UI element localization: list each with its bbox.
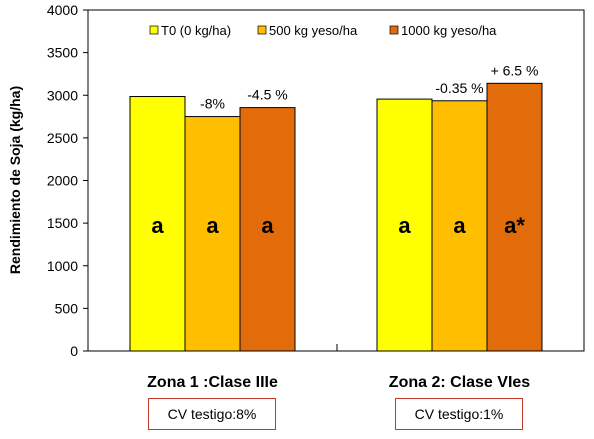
legend-swatch [257, 25, 267, 35]
y-axis-label: Rendimiento de Soja (kg/ha) [7, 86, 23, 274]
significance-letter: a [151, 213, 164, 238]
bar [239, 107, 296, 352]
x-category-label: Zona 1 :Clase IIIe [147, 374, 278, 391]
change-label: -4.5 % [247, 87, 287, 103]
change-label: + 6.5 % [491, 62, 539, 78]
significance-letter: a* [504, 213, 525, 238]
bar [486, 82, 543, 352]
legend-label: T0 (0 kg/ha) [161, 23, 231, 38]
bars [129, 82, 543, 352]
legend-label: 500 kg yeso/ha [269, 23, 358, 38]
bar [184, 116, 241, 352]
y-tick-label: 1000 [47, 258, 78, 274]
cv-zone1-box: CV testigo:8% [148, 398, 276, 430]
significance-letter: a [453, 213, 466, 238]
bar [129, 96, 186, 352]
significance-letter: a [398, 213, 411, 238]
y-tick-label: 1500 [47, 215, 78, 231]
significance-letters: a a a a a a* [151, 213, 525, 238]
y-tick-label: 3000 [47, 87, 78, 103]
y-tick-label: 0 [70, 343, 78, 359]
y-tick-label: 3500 [47, 45, 78, 61]
change-label: -0.35 % [435, 80, 483, 96]
x-category-label: Zona 2: Clase VIes [389, 374, 530, 391]
change-label: -8% [200, 96, 225, 112]
cv-zone2-box: CV testigo:1% [395, 398, 523, 430]
legend-swatch [389, 25, 399, 35]
significance-letter: a [261, 213, 274, 238]
bar [376, 98, 433, 352]
y-tick-label: 4000 [47, 2, 78, 18]
y-tick-label: 2000 [47, 173, 78, 189]
bar-labels: -8% -4.5 % -0.35 % + 6.5 % [200, 62, 538, 111]
x-axis-categories: Zona 1 :Clase IIIe Zona 2: Clase VIes [147, 344, 530, 391]
y-axis: 0 500 1000 1500 2000 2500 3000 3500 4000 [47, 2, 88, 359]
y-tick-label: 500 [55, 300, 79, 316]
bar [431, 100, 488, 352]
significance-letter: a [206, 213, 219, 238]
y-tick-label: 2500 [47, 130, 78, 146]
legend-label: 1000 kg yeso/ha [401, 23, 497, 38]
legend: T0 (0 kg/ha) 500 kg yeso/ha 1000 kg yeso/h… [149, 23, 497, 38]
legend-swatch [149, 25, 159, 35]
